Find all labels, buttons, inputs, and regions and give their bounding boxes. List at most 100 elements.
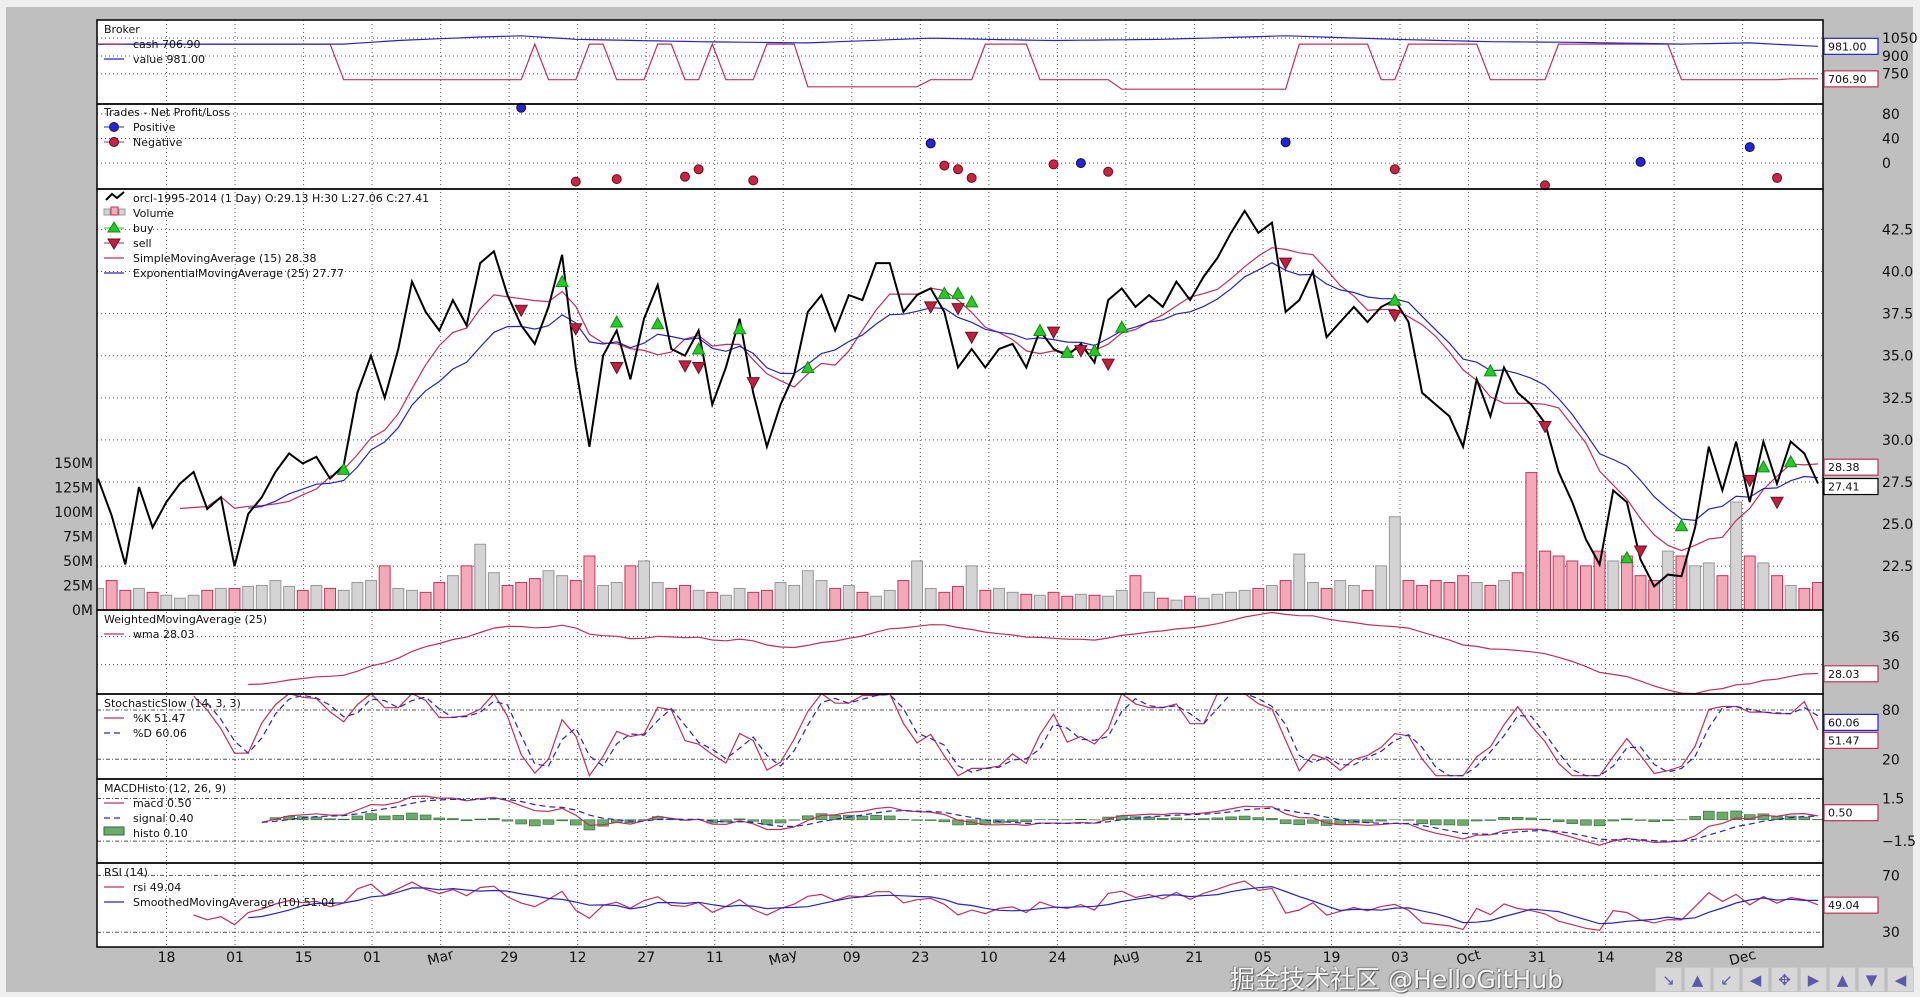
arrow-down-left-icon[interactable]: ▲ [1829,967,1856,992]
y-tick-label-price: 30.0 [1882,433,1913,449]
legend-title: Broker [104,23,140,36]
macd-histogram-bar [747,819,759,822]
volume-bar [515,582,528,610]
volume-bar [733,587,746,610]
arrow-right-icon[interactable]: ▶ [1800,967,1827,992]
legend-item: SmoothedMovingAverage (10) 51.04 [104,896,335,909]
cash-line [98,42,1818,90]
volume-bar [1566,560,1579,610]
stoch-k-line [193,694,1819,778]
arrow-down-icon[interactable]: ▼ [1858,967,1885,992]
volume-bar [1266,584,1278,610]
rsi-smma-line [248,886,1818,925]
last-sma-label: 28.38 [1828,461,1860,474]
volume-bar [556,575,569,610]
volume-bar [829,587,842,610]
macd-histogram-bar [911,819,923,821]
legend-item: signal 0.40 [104,812,194,825]
volume-bar [173,597,186,610]
buy-marker [1674,518,1689,532]
wma-line [248,611,1819,694]
trade-negative-marker [679,171,690,182]
arrow-up-right-icon[interactable]: ↙ [1713,967,1740,992]
volume-bar [1006,591,1019,610]
arrow-down-right-icon[interactable]: ◀ [1887,967,1914,992]
volume-bar [815,580,828,610]
x-tick-label: 21 [1186,950,1204,966]
buy-marker [650,316,665,330]
volume-bar [788,584,801,610]
volume-bar [597,584,610,610]
volume-bar [1634,575,1647,610]
sell-marker [609,362,624,375]
sell-marker [678,360,692,373]
macd-histogram-bar [938,819,951,823]
y-tick-label-trades: 80 [1882,107,1900,123]
volume-bar [1579,565,1592,610]
volume-bar [1033,594,1046,610]
volume-bar [242,585,255,610]
rsi-line [193,880,1819,932]
macd-histogram-bar [1730,810,1742,821]
volume-bar [924,587,937,610]
navigation-toolbar[interactable]: ↘ ▲ ↙ ◀ ✥ ▶ ▲ ▼ ◀ [1655,967,1914,992]
volume-bar [214,587,227,610]
macd-histogram-bar [1552,819,1565,823]
legend-label: ExponentialMovingAverage (25) 27.77 [133,267,344,280]
x-tick-label: Aug [1111,947,1142,970]
macd-histogram-bar [1443,819,1456,826]
y-tick-label-price: 40.0 [1882,265,1913,281]
legend-label: StochasticSlow (14, 3, 3) [104,697,241,710]
macd-histogram-bar [1020,819,1033,823]
y-tick-label-price: 25.0 [1882,517,1913,533]
macd-histogram-bar [761,819,773,825]
macd-histogram-bar [1525,817,1538,821]
y-tick-label-price: 27.5 [1882,475,1913,491]
buy-marker [1060,345,1075,358]
macd-histogram-bar [474,818,486,821]
volume-bar [1197,597,1210,610]
x-tick-label: 03 [1391,950,1409,966]
macd-histogram-bar [1607,819,1619,822]
trade-positive-marker [925,138,936,149]
y-tick-label-trades: 0 [1882,156,1891,172]
volume-bar [1320,587,1333,610]
macd-histogram-bar [1716,811,1729,821]
y-tick-label-broker: 900 [1882,49,1909,65]
y-tick-label-rsi: 30 [1882,925,1900,941]
volume-bar [1293,553,1306,610]
volume-bar [747,591,760,610]
volume-bar [1334,580,1347,610]
trade-negative-marker [748,175,759,186]
volume-bar [760,589,773,610]
volume-bar [1129,575,1142,610]
macd-histogram-bar [1511,817,1524,821]
y-tick-label-wma: 30 [1882,658,1900,674]
arrow-left-icon[interactable]: ◀ [1742,967,1769,992]
macd-histogram-bar [1580,819,1592,826]
macd-histogram-bar [1430,819,1442,826]
arrow-up-icon[interactable]: ▲ [1684,967,1711,992]
volume-tick-label: 100M [54,505,93,521]
macd-histogram-bar [1566,819,1579,824]
trade-negative-marker [1389,164,1400,175]
macd-histogram-bar [1621,818,1633,821]
volume-bar [542,570,555,610]
macd-histogram-bar [351,815,364,821]
volume-bar [1593,550,1606,610]
volume-bar [378,565,391,610]
volume-bar [406,589,418,610]
volume-bar [1661,550,1674,610]
y-tick-label-price: 32.5 [1882,391,1913,407]
volume-tick-label: 75M [63,529,93,545]
buy-marker [951,286,965,299]
last-close-label-box [1823,477,1879,496]
volume-bar [1170,599,1183,610]
buy-marker [964,294,979,308]
move-icon[interactable]: ✥ [1771,967,1798,992]
x-tick-label: 28 [1665,950,1683,966]
volume-bar [1429,580,1442,610]
sell-marker [1538,420,1552,434]
arrow-up-left-icon[interactable]: ↘ [1655,967,1682,992]
